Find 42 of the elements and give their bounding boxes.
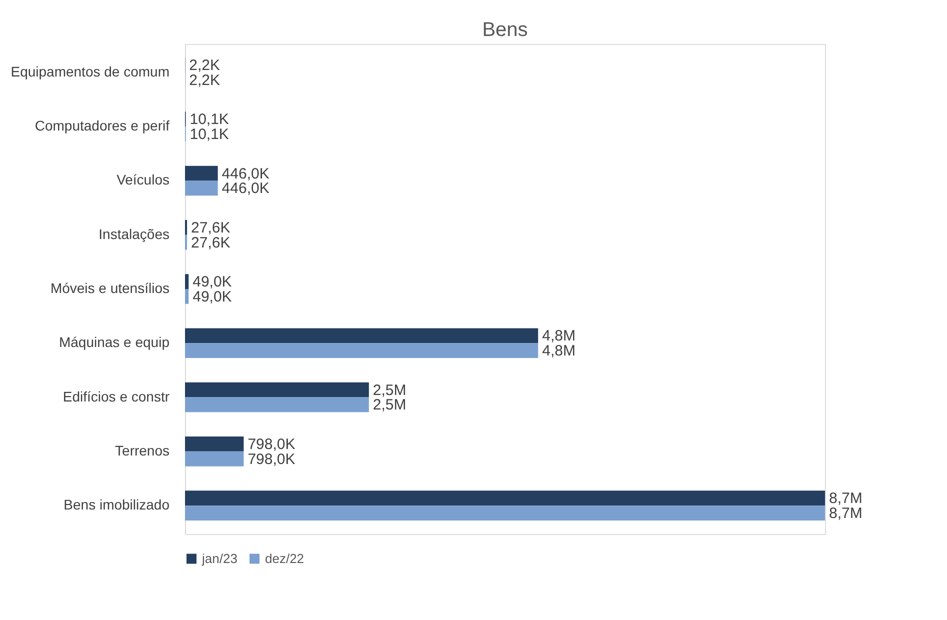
data-label: 27,6K <box>191 234 230 252</box>
data-label: 49,0K <box>192 274 232 291</box>
bar <box>185 289 189 304</box>
y-tick-label: Máquinas e equip <box>58 334 170 350</box>
data-label: 49,0K <box>192 288 232 306</box>
data-label: 4,8M <box>542 342 576 360</box>
y-tick-label: Móveis e utensílios <box>50 280 170 296</box>
data-label: 2,2K <box>189 72 220 89</box>
data-label: 4,8M <box>542 328 576 345</box>
bar <box>185 274 189 289</box>
bar <box>185 436 244 452</box>
bar <box>185 180 218 196</box>
bar <box>185 490 825 506</box>
bar <box>185 506 825 520</box>
data-label: 8,7M <box>829 505 862 522</box>
data-label: 2,2K <box>189 56 220 74</box>
data-label: 446,0K <box>222 180 270 198</box>
bar <box>185 166 218 181</box>
bar <box>185 382 369 398</box>
legend-label: dez/22 <box>265 550 304 566</box>
data-label: 2,5M <box>372 382 406 399</box>
bar <box>185 397 369 412</box>
y-tick-label: Veículos <box>116 172 170 188</box>
legend-label: jan/23 <box>201 550 238 566</box>
y-tick-label: Instalações <box>98 226 170 242</box>
y-tick-label: Equipamentos de comum <box>10 63 170 80</box>
data-label: 798,0K <box>248 450 296 468</box>
data-label: 798,0K <box>248 436 296 453</box>
data-label: 2,5M <box>372 396 406 414</box>
data-label: 10,1K <box>190 126 229 144</box>
chart-title: Bens <box>482 19 528 41</box>
bar <box>185 328 538 344</box>
data-label: 10,1K <box>190 111 229 128</box>
bar <box>185 343 538 358</box>
y-tick-label: Computadores e perif <box>34 118 170 134</box>
data-label: 27,6K <box>191 219 230 236</box>
y-tick-label: Bens imobilizado <box>64 496 170 513</box>
data-label: 446,0K <box>222 165 270 182</box>
y-tick-label: Terrenos <box>115 442 170 458</box>
bar <box>185 451 244 466</box>
y-tick-label: Edifícios e constr <box>62 388 170 404</box>
data-label: 8,7M <box>829 490 862 508</box>
